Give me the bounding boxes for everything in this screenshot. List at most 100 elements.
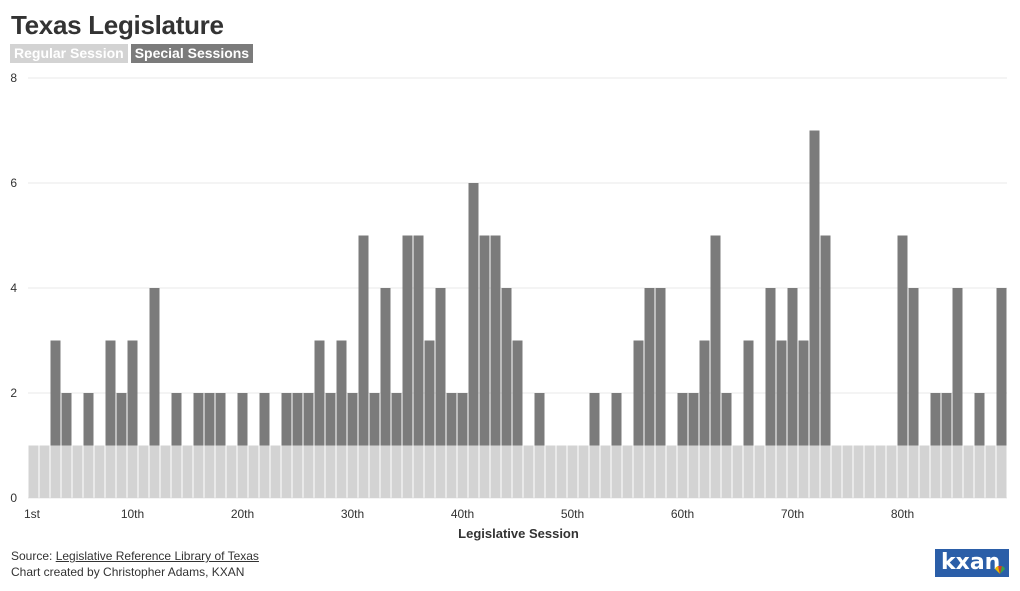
bar-regular-session[interactable]: [160, 445, 171, 499]
bar-regular-session[interactable]: [512, 445, 523, 499]
bar-special-sessions[interactable]: [633, 340, 644, 446]
bar-regular-session[interactable]: [545, 445, 556, 499]
bar-special-sessions[interactable]: [116, 393, 127, 446]
bar-regular-session[interactable]: [424, 445, 435, 499]
bar-special-sessions[interactable]: [105, 340, 116, 446]
bar-regular-session[interactable]: [831, 445, 842, 499]
bar-special-sessions[interactable]: [512, 340, 523, 446]
bar-special-sessions[interactable]: [281, 393, 292, 446]
bar-special-sessions[interactable]: [237, 393, 248, 446]
bar-regular-session[interactable]: [347, 445, 358, 499]
bar-regular-session[interactable]: [666, 445, 677, 499]
bar-regular-session[interactable]: [204, 445, 215, 499]
bar-regular-session[interactable]: [50, 445, 61, 499]
bar-special-sessions[interactable]: [204, 393, 215, 446]
bar-special-sessions[interactable]: [336, 340, 347, 446]
bar-regular-session[interactable]: [974, 445, 985, 499]
bar-regular-session[interactable]: [182, 445, 193, 499]
bar-regular-session[interactable]: [336, 445, 347, 499]
bar-regular-session[interactable]: [600, 445, 611, 499]
bar-regular-session[interactable]: [149, 445, 160, 499]
bar-special-sessions[interactable]: [369, 393, 380, 446]
bar-special-sessions[interactable]: [655, 288, 666, 446]
bar-regular-session[interactable]: [314, 445, 325, 499]
bar-special-sessions[interactable]: [358, 235, 369, 446]
bar-regular-session[interactable]: [83, 445, 94, 499]
bar-special-sessions[interactable]: [61, 393, 72, 446]
kxan-logo[interactable]: kxan: [935, 549, 1009, 577]
bar-special-sessions[interactable]: [534, 393, 545, 446]
bar-regular-session[interactable]: [864, 445, 875, 499]
bar-special-sessions[interactable]: [743, 340, 754, 446]
bar-regular-session[interactable]: [776, 445, 787, 499]
bar-regular-session[interactable]: [127, 445, 138, 499]
bar-regular-session[interactable]: [798, 445, 809, 499]
bar-special-sessions[interactable]: [908, 288, 919, 446]
bar-regular-session[interactable]: [270, 445, 281, 499]
bar-regular-session[interactable]: [468, 445, 479, 499]
bar-regular-session[interactable]: [303, 445, 314, 499]
source-link[interactable]: Legislative Reference Library of Texas: [55, 549, 259, 563]
bar-regular-session[interactable]: [611, 445, 622, 499]
bar-special-sessions[interactable]: [292, 393, 303, 446]
bar-special-sessions[interactable]: [149, 288, 160, 446]
bar-regular-session[interactable]: [875, 445, 886, 499]
bar-special-sessions[interactable]: [589, 393, 600, 446]
bar-regular-session[interactable]: [556, 445, 567, 499]
bar-regular-session[interactable]: [369, 445, 380, 499]
bar-regular-session[interactable]: [622, 445, 633, 499]
bar-special-sessions[interactable]: [897, 235, 908, 446]
bar-special-sessions[interactable]: [996, 288, 1007, 446]
bar-regular-session[interactable]: [842, 445, 853, 499]
bar-special-sessions[interactable]: [435, 288, 446, 446]
bar-regular-session[interactable]: [281, 445, 292, 499]
bar-special-sessions[interactable]: [457, 393, 468, 446]
bar-regular-session[interactable]: [963, 445, 974, 499]
bar-regular-session[interactable]: [72, 445, 83, 499]
legend-item-special-sessions[interactable]: Special Sessions: [130, 44, 254, 63]
bar-regular-session[interactable]: [138, 445, 149, 499]
bar-special-sessions[interactable]: [787, 288, 798, 446]
bar-regular-session[interactable]: [28, 445, 39, 499]
bar-special-sessions[interactable]: [83, 393, 94, 446]
bar-regular-session[interactable]: [391, 445, 402, 499]
bar-special-sessions[interactable]: [798, 340, 809, 446]
bar-regular-session[interactable]: [941, 445, 952, 499]
bar-special-sessions[interactable]: [468, 183, 479, 446]
bar-regular-session[interactable]: [171, 445, 182, 499]
bar-regular-session[interactable]: [655, 445, 666, 499]
bar-regular-session[interactable]: [633, 445, 644, 499]
bar-regular-session[interactable]: [578, 445, 589, 499]
bar-regular-session[interactable]: [534, 445, 545, 499]
bar-regular-session[interactable]: [853, 445, 864, 499]
bar-special-sessions[interactable]: [215, 393, 226, 446]
bar-regular-session[interactable]: [402, 445, 413, 499]
bar-regular-session[interactable]: [259, 445, 270, 499]
bar-regular-session[interactable]: [215, 445, 226, 499]
bar-regular-session[interactable]: [743, 445, 754, 499]
bar-special-sessions[interactable]: [193, 393, 204, 446]
bar-special-sessions[interactable]: [347, 393, 358, 446]
bar-regular-session[interactable]: [589, 445, 600, 499]
bar-regular-session[interactable]: [897, 445, 908, 499]
bar-regular-session[interactable]: [809, 445, 820, 499]
bar-regular-session[interactable]: [325, 445, 336, 499]
bar-special-sessions[interactable]: [710, 235, 721, 446]
bar-special-sessions[interactable]: [611, 393, 622, 446]
bar-regular-session[interactable]: [996, 445, 1007, 499]
bar-regular-session[interactable]: [952, 445, 963, 499]
bar-regular-session[interactable]: [710, 445, 721, 499]
bar-special-sessions[interactable]: [402, 235, 413, 446]
bar-special-sessions[interactable]: [391, 393, 402, 446]
bar-special-sessions[interactable]: [325, 393, 336, 446]
bar-special-sessions[interactable]: [930, 393, 941, 446]
bar-regular-session[interactable]: [754, 445, 765, 499]
bar-regular-session[interactable]: [226, 445, 237, 499]
bar-regular-session[interactable]: [501, 445, 512, 499]
bar-regular-session[interactable]: [688, 445, 699, 499]
bar-regular-session[interactable]: [39, 445, 50, 499]
bar-special-sessions[interactable]: [380, 288, 391, 446]
bar-regular-session[interactable]: [886, 445, 897, 499]
bar-regular-session[interactable]: [567, 445, 578, 499]
bar-special-sessions[interactable]: [776, 340, 787, 446]
